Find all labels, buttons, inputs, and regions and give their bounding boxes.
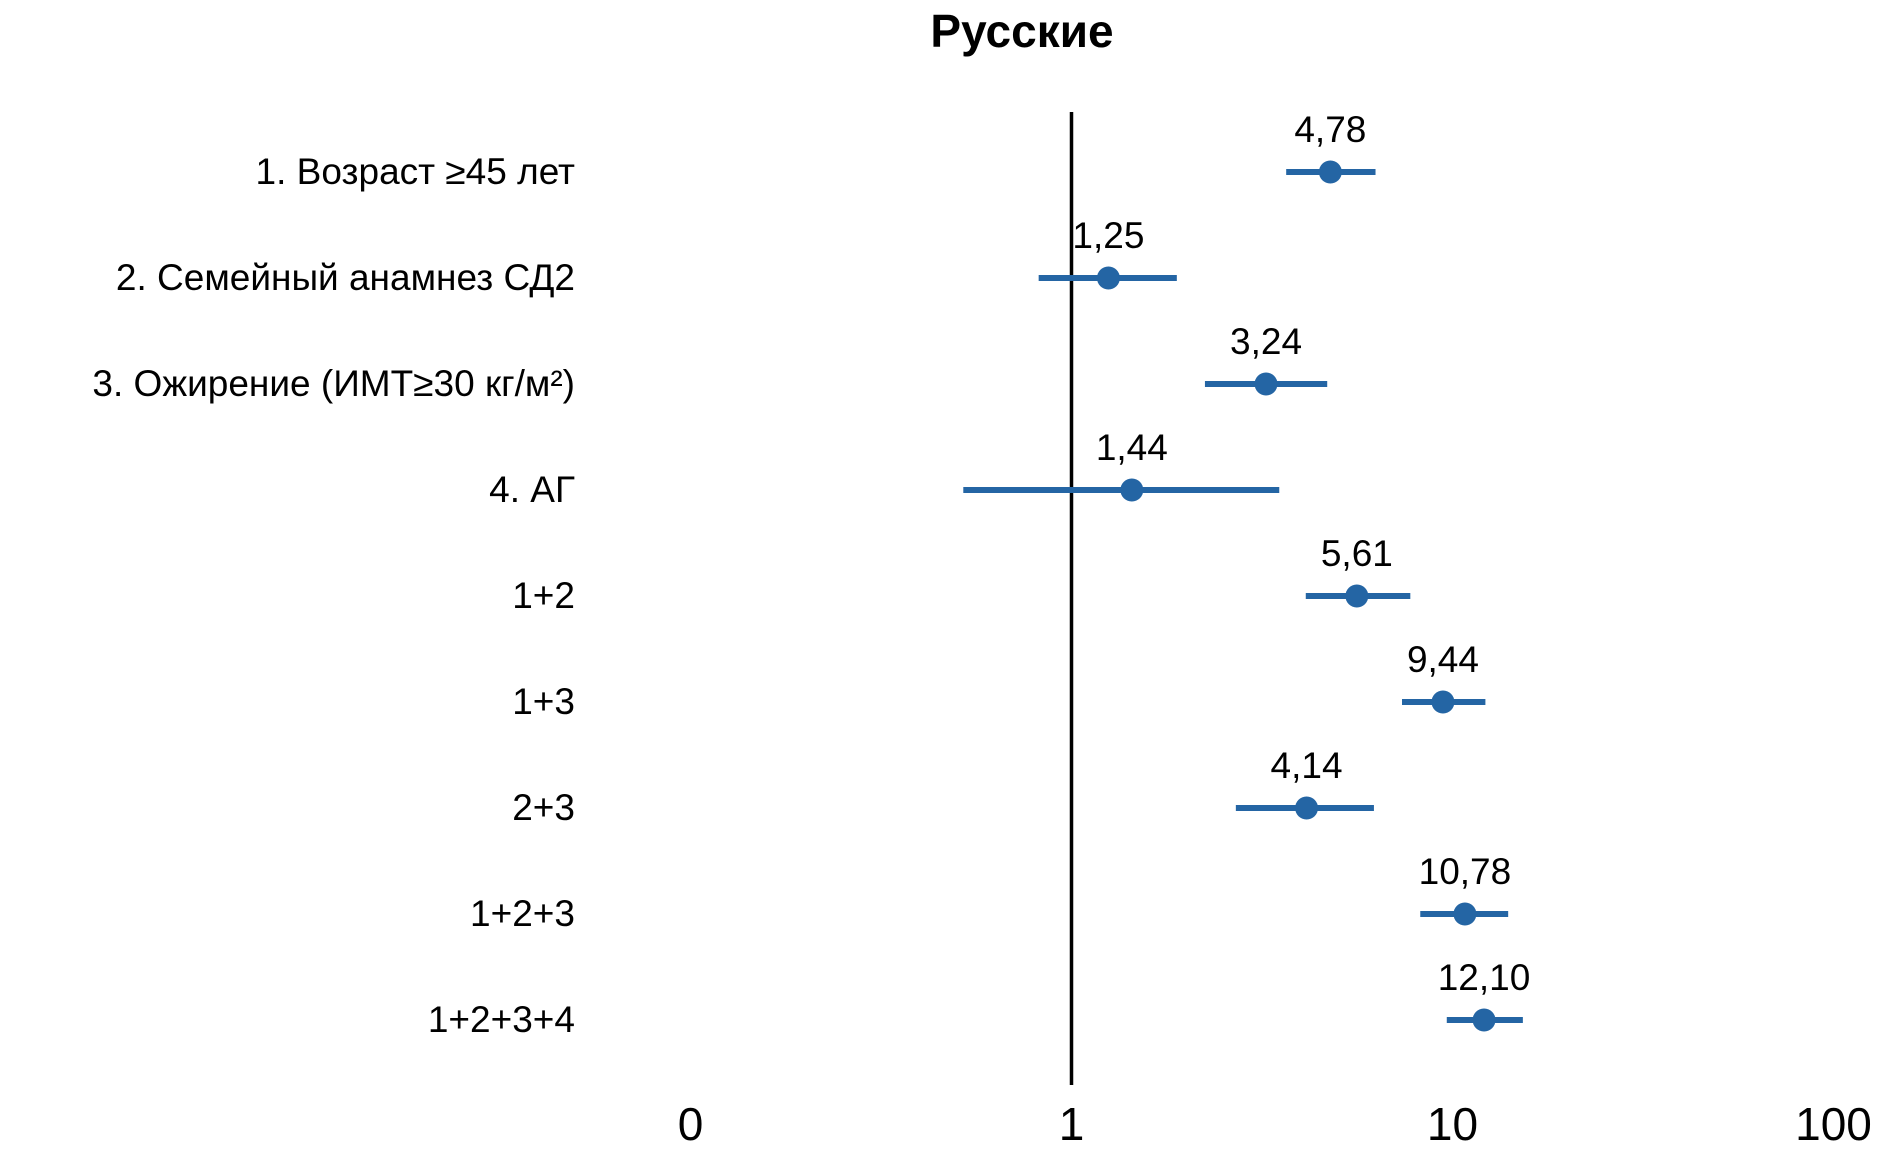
x-tick-label: 10: [1426, 1098, 1479, 1150]
category-label: 4. АГ: [489, 469, 575, 510]
value-label: 3,24: [1230, 321, 1303, 362]
value-label: 12,10: [1437, 957, 1531, 998]
value-label: 9,44: [1406, 639, 1479, 680]
value-label: 5,61: [1320, 533, 1393, 574]
point-marker: [1120, 478, 1144, 502]
value-label: 10,78: [1418, 851, 1512, 892]
point-marker: [1254, 372, 1278, 396]
category-label: 1+2: [512, 575, 575, 616]
point-marker: [1096, 266, 1120, 290]
x-tick-label: 100: [1795, 1098, 1872, 1150]
x-tick-label: 0: [677, 1098, 704, 1150]
value-label: 1,44: [1095, 427, 1168, 468]
chart-title: Русские: [930, 5, 1114, 57]
point-marker: [1318, 160, 1342, 184]
point-marker: [1431, 690, 1455, 714]
category-label: 1. Возраст ≥45 лет: [255, 151, 575, 192]
category-label: 1+2+3: [470, 893, 575, 934]
category-label: 1+2+3+4: [427, 999, 575, 1040]
point-marker: [1295, 796, 1319, 820]
value-label: 1,25: [1072, 215, 1145, 256]
value-label: 4,78: [1294, 109, 1367, 150]
point-marker: [1472, 1008, 1496, 1032]
category-label: 2. Семейный анамнез СД2: [115, 257, 575, 298]
point-marker: [1345, 584, 1369, 608]
category-label: 1+3: [512, 681, 575, 722]
x-tick-label: 1: [1058, 1098, 1085, 1150]
category-label: 2+3: [512, 787, 575, 828]
point-marker: [1453, 902, 1477, 926]
value-label: 4,14: [1270, 745, 1343, 786]
category-label: 3. Ожирение (ИМТ≥30 кг/м²): [92, 363, 575, 404]
